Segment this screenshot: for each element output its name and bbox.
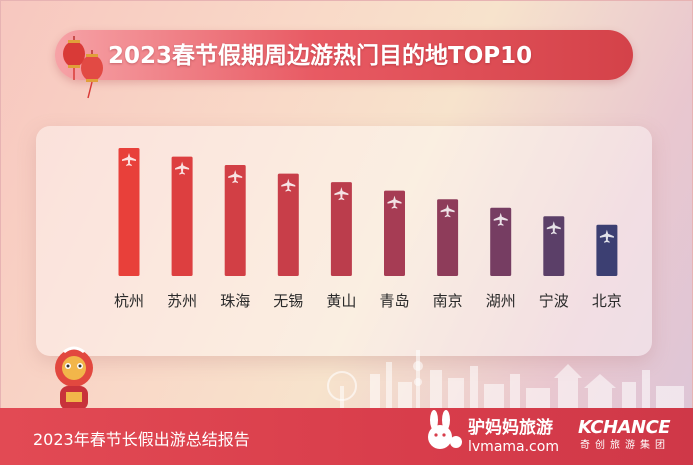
bar-南京: [437, 199, 459, 276]
bar-chart: 杭州 苏州 珠海 无锡 黄山 青岛 南京 湖州 宁波 北京: [114, 148, 622, 310]
rabbit-logo-icon: [428, 410, 462, 449]
airplane-icon: [387, 195, 402, 209]
bar-无锡: [277, 173, 299, 276]
bar-湖州: [490, 207, 512, 276]
partner-logo: KCHANCE: [578, 417, 671, 438]
category-label: 北京: [592, 292, 622, 310]
brand-name: 驴妈妈旅游: [468, 418, 553, 438]
lantern-decoration: [63, 36, 103, 99]
airplane-icon: [599, 229, 614, 243]
bar-苏州: [171, 156, 193, 276]
report-title: 2023年春节长假出游总结报告: [33, 430, 250, 449]
category-label: 黄山: [326, 292, 356, 310]
category-label: 无锡: [273, 292, 303, 310]
bar-珠海: [224, 165, 246, 276]
airplane-icon: [546, 221, 561, 235]
brand-url: lvmama.com: [468, 439, 559, 455]
airplane-icon: [334, 187, 349, 201]
category-label: 宁波: [539, 292, 569, 310]
category-label: 湖州: [486, 292, 516, 310]
category-label: 杭州: [114, 292, 144, 310]
airplane-icon: [228, 170, 243, 184]
title-banner: [55, 30, 633, 80]
airplane-icon: [281, 178, 296, 192]
footer-bar: [0, 408, 693, 465]
lion-dance-mascot: [55, 346, 93, 410]
bar-青岛: [384, 190, 405, 276]
city-skyline-decoration: [327, 350, 684, 410]
partner-subtitle: 奇创旅游集团: [580, 440, 670, 451]
bar-北京: [596, 224, 618, 276]
airplane-icon: [122, 153, 136, 166]
category-label: 南京: [433, 292, 463, 310]
airplane-icon: [493, 212, 508, 226]
bar-宁波: [543, 216, 565, 276]
airplane-icon: [175, 161, 190, 175]
airplane-icon: [440, 204, 455, 218]
category-label: 苏州: [167, 292, 197, 310]
category-label: 青岛: [379, 292, 409, 310]
bar-杭州: [118, 148, 140, 276]
chart-title: 2023春节假期周边游热门目的地TOP10: [108, 43, 533, 69]
category-label: 珠海: [220, 292, 250, 310]
bar-黄山: [330, 182, 352, 276]
